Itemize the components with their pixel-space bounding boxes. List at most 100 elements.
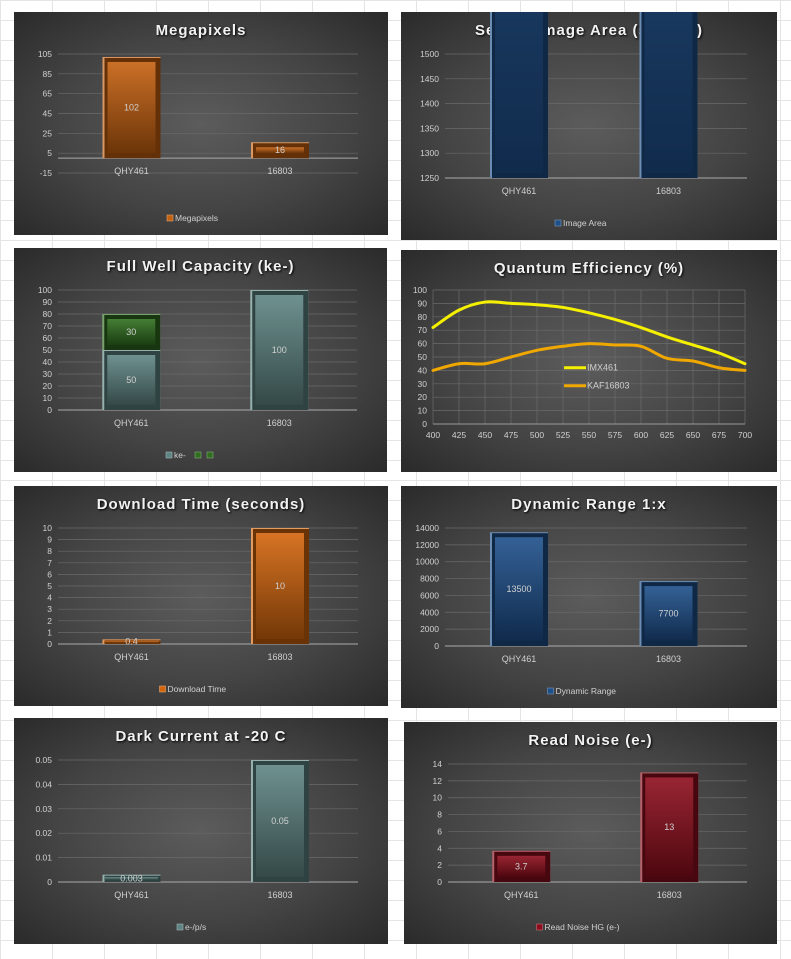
bar-16803[interactable]	[251, 760, 309, 882]
bar-face	[494, 12, 543, 173]
bar-16803[interactable]	[639, 581, 698, 646]
series-line-kaf16803	[431, 342, 747, 372]
y-tick-label: 90	[418, 298, 428, 308]
legend-swatch	[206, 451, 214, 459]
y-tick-label: 1500	[420, 49, 439, 59]
bar-qhy461[interactable]	[102, 874, 161, 882]
y-tick-label: 12000	[415, 540, 439, 550]
bar-qhy461-series-0[interactable]	[102, 350, 161, 410]
bar-qhy461[interactable]	[102, 56, 161, 159]
data-label: 7700	[658, 609, 678, 619]
x-category-label: QHY461	[114, 166, 149, 176]
x-tick-label: 700	[738, 430, 752, 440]
legend-label: IMX461	[587, 363, 618, 373]
legend-label: e-/p/s	[185, 922, 206, 932]
chart-svg: 0 10 20 30 40 50 60 70 80 90 100 400 425 450 475 500 525…	[413, 285, 753, 440]
y-tick-label: 80	[43, 309, 53, 319]
y-tick-label: 0	[47, 405, 52, 415]
y-tick-label: 14000	[415, 523, 439, 533]
y-tick-label: 0	[422, 419, 427, 429]
chart-full-well-capacity[interactable]: Full Well Capacity (ke-) 0 10 20 30 40 50 60 70 8…	[14, 248, 387, 472]
chart-title: Full Well Capacity (ke-)	[106, 258, 295, 275]
y-tick-label: 25	[43, 128, 53, 138]
bar-qhy461[interactable]	[489, 12, 548, 178]
y-tick-label: 70	[418, 325, 428, 335]
bar-qhy461[interactable]	[489, 532, 548, 646]
legend-label: ke-	[174, 450, 186, 460]
x-tick-label: 675	[712, 430, 726, 440]
legend-label: Download Time	[168, 684, 227, 694]
data-label: 13500	[506, 584, 531, 594]
y-tick-label: 14	[433, 759, 443, 769]
x-tick-label: 425	[452, 430, 466, 440]
chart-title: Quantum Efficiency (%)	[493, 260, 685, 277]
bar-16803[interactable]	[639, 12, 698, 178]
y-tick-label: 1450	[420, 74, 439, 84]
y-tick-label: -15	[40, 168, 53, 178]
y-tick-label: 4	[47, 593, 52, 603]
x-category-label: QHY461	[114, 418, 149, 428]
x-tick-label: 450	[478, 430, 492, 440]
chart-title: Read Noise (e-)	[528, 732, 653, 749]
bar-qhy461[interactable]	[102, 639, 161, 644]
x-category-label: QHY461	[114, 890, 149, 900]
y-tick-label: 1400	[420, 99, 439, 109]
y-tick-label: 1250	[420, 173, 439, 183]
chart-svg: 0 2000 4000 6000 8000 10000 12000 14000 QHY461 13…	[415, 523, 747, 696]
y-tick-label: 2000	[420, 624, 439, 634]
bar-16803[interactable]	[251, 528, 309, 644]
y-tick-label: 20	[43, 381, 53, 391]
bar-face	[107, 61, 156, 154]
legend-label: Dynamic Range	[556, 686, 617, 696]
chart-sensor-image-area[interactable]: Sensor Image Area (sq. mm) 1250 1300 1350 14…	[401, 12, 777, 240]
chart-quantum-efficiency[interactable]: Quantum Efficiency (%) 0 10 20 30 40 50 60 70 80 9…	[401, 250, 777, 472]
y-tick-label: 6000	[420, 590, 439, 600]
data-label: 10	[275, 581, 285, 591]
y-tick-label: 40	[418, 365, 428, 375]
data-label: 100	[272, 345, 287, 355]
bar-face	[644, 586, 693, 641]
legend-label: Read Noise HG (e-)	[545, 922, 620, 932]
bar-face	[497, 855, 546, 877]
legend-label: KAF16803	[587, 381, 630, 391]
y-tick-label: 3	[47, 604, 52, 614]
y-tick-label: 60	[418, 339, 428, 349]
x-category-label: 16803	[267, 418, 292, 428]
y-tick-label: 10	[433, 793, 443, 803]
bar-face	[107, 355, 156, 405]
bar-face	[256, 765, 304, 877]
bar-qhy461[interactable]	[492, 850, 551, 882]
x-tick-label: 500	[530, 430, 544, 440]
chart-read-noise[interactable]: Read Noise (e-) 0 2 4 6 8 10 12 14 QHY461 3.7 16803…	[404, 722, 777, 944]
y-tick-label: 85	[43, 69, 53, 79]
y-tick-label: 50	[43, 345, 53, 355]
y-tick-label: 0	[437, 877, 442, 887]
y-tick-label: 10	[43, 523, 53, 533]
bar-face	[256, 147, 304, 154]
y-tick-label: 30	[43, 369, 53, 379]
bar-face	[104, 640, 159, 643]
bar-16803[interactable]	[251, 142, 309, 159]
data-label: 13	[664, 822, 674, 832]
legend-swatch	[536, 923, 543, 931]
bar-face	[645, 777, 694, 877]
legend-swatch	[159, 685, 166, 693]
bar-16803-series-0[interactable]	[250, 290, 309, 410]
chart-dark-current[interactable]: Dark Current at -20 C 0 0.01 0.02 0.03 0.04 0.…	[14, 718, 388, 944]
bar-qhy461-series-1[interactable]	[102, 314, 161, 350]
bar-face	[494, 537, 543, 641]
x-category-label: 16803	[267, 652, 292, 662]
chart-megapixels[interactable]: Megapixels -15 5 25 45 65 85 105 QHY461 102 16803 1…	[14, 12, 388, 235]
chart-title: Dark Current at -20 C	[115, 728, 287, 745]
bar-16803[interactable]	[640, 772, 699, 882]
x-category-label: 16803	[656, 654, 681, 664]
data-label: 16	[275, 145, 285, 155]
y-tick-label: 40	[43, 357, 53, 367]
chart-svg: 0 12 34 5 67 89 10 QHY461 0.4 16803 10 Download Tim…	[43, 523, 358, 694]
x-category-label: 16803	[656, 186, 681, 196]
chart-svg: 125013001350140014501500QHY4611452168031…	[420, 12, 747, 228]
y-tick-label: 0.02	[35, 828, 52, 838]
chart-dynamic-range[interactable]: Dynamic Range 1:x 0 2000 4000 6000 8000 10000 1…	[401, 486, 777, 708]
chart-download-time[interactable]: Download Time (seconds) 0 1 2 3 4 5 6 7 8 9 10 QHY46…	[14, 486, 388, 706]
y-tick-label: 4000	[420, 607, 439, 617]
